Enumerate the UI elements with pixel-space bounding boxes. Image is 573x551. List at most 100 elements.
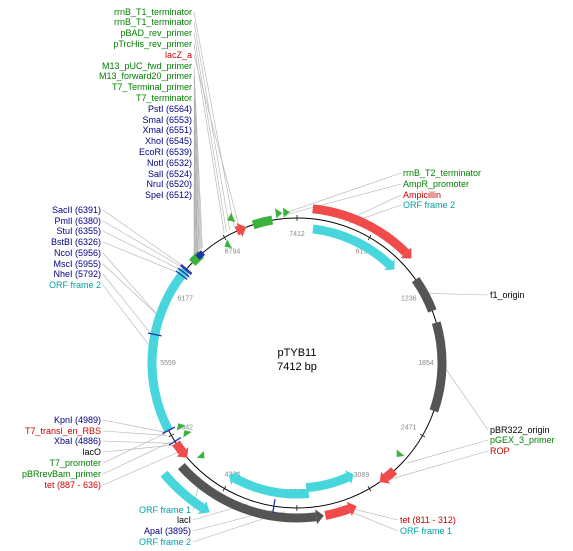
leader-line	[102, 263, 157, 315]
orf-frame-1-outer-arrowhead	[198, 501, 210, 514]
feature-label: SpeI (6512)	[145, 190, 192, 200]
f1-origin-arc	[411, 277, 437, 313]
feature-label: BstBI (6326)	[51, 237, 101, 247]
leader-line	[428, 293, 489, 296]
leader-line	[193, 54, 240, 226]
feature-label: NcoI (5956)	[54, 248, 101, 258]
leader-line	[193, 86, 201, 250]
feature-label: ORF frame 1	[400, 526, 452, 536]
orf-frame-2-right-arrowhead	[384, 259, 395, 271]
feature-label: MscI (5955)	[53, 259, 101, 269]
leader-line	[193, 151, 197, 253]
feature-label: XbaI (4886)	[54, 436, 101, 446]
leader-line	[102, 273, 152, 334]
orf-frame-2-right-arc	[312, 224, 393, 268]
tet-811-312-arrowhead	[346, 501, 357, 516]
tick-label: 6177	[178, 295, 194, 302]
feature-label: PmlI (6380)	[54, 216, 101, 226]
feature-label: NheI (5792)	[53, 269, 101, 279]
ampicillin-arrowhead	[400, 247, 412, 259]
tick-label: 7412	[289, 231, 305, 238]
feature-labels: rrnB_T1_terminatorrrnB_T1_terminatorpBAD…	[22, 7, 555, 547]
rop-region-arc	[429, 321, 447, 413]
tick-label: 5559	[160, 360, 176, 367]
leader-line	[102, 241, 179, 274]
tick-mark	[367, 234, 372, 241]
mcs-box-arc	[195, 250, 205, 260]
rrnb-t2-arrow	[274, 208, 283, 219]
leader-line	[407, 439, 489, 464]
feature-label: T7_Terminal_primer	[112, 82, 192, 92]
feature-label: NotI (6532)	[147, 158, 192, 168]
tick-mark	[419, 433, 426, 438]
feature-label: PstI (6564)	[148, 104, 192, 114]
feature-label: SacII (6391)	[52, 205, 101, 215]
stui-site	[177, 267, 190, 278]
tet-811-312-arc	[324, 504, 351, 520]
bstbi-site	[175, 270, 188, 280]
feature-label: pTrcHis_rev_primer	[113, 39, 192, 49]
orf-frame-1-inner-arc	[232, 474, 310, 499]
leader-line	[279, 172, 402, 216]
feature-label: AmpR_promoter	[403, 179, 469, 189]
leader-line	[102, 284, 150, 346]
t7-promoter-arrow	[176, 423, 186, 431]
feature-label: XmaI (6551)	[142, 125, 192, 135]
ampicillin-arc	[312, 204, 410, 256]
feature-label: T7_transl_en_RBS	[25, 426, 101, 436]
leader-line	[286, 183, 402, 215]
feature-label: pBRrevBam_primer	[22, 469, 101, 479]
leader-line	[193, 75, 202, 249]
feature-label: rrnB_T2_terminator	[403, 168, 481, 178]
tet-887-636-arrowhead	[176, 447, 189, 458]
rop-arrowhead	[379, 471, 391, 484]
leader-line	[193, 11, 235, 228]
plasmid-size: 7412 bp	[277, 361, 317, 373]
feature-label: ApaI (3895)	[144, 526, 191, 536]
pgex3-primer-arrow	[396, 449, 405, 457]
leader-line	[102, 230, 181, 271]
feature-label: pGEX_3_primer	[490, 435, 555, 445]
tick-label: 619	[356, 248, 368, 255]
leader-line	[193, 32, 227, 232]
leader-line	[102, 440, 172, 444]
leader-line	[102, 452, 178, 486]
tick-label: 2471	[401, 425, 417, 432]
restriction-sites	[147, 263, 276, 514]
lacz-a-arc	[234, 225, 242, 236]
pmli-site	[179, 265, 192, 276]
feature-label: f1_origin	[490, 290, 525, 300]
rrnb-t1-arrow	[227, 212, 236, 222]
tick-label: 1236	[401, 296, 417, 303]
leader-line	[193, 43, 225, 234]
leader-line	[193, 97, 200, 251]
tick-label: 3089	[354, 472, 370, 479]
lacz-a-arrowhead	[236, 223, 247, 237]
leader-line	[193, 21, 231, 231]
laci-arc	[177, 463, 317, 523]
tick-mark	[222, 234, 227, 241]
leader-line	[102, 220, 183, 268]
leader-line	[102, 209, 184, 267]
feature-arcs	[147, 204, 447, 525]
feature-label: ORF frame 2	[139, 537, 191, 547]
feature-label: SmaI (6553)	[142, 115, 192, 125]
plasmid-title: pTYB11	[278, 347, 317, 359]
feature-label: ORF frame 2	[403, 200, 455, 210]
feature-label: T7_promoter	[49, 458, 101, 468]
feature-label: T7_terminator	[136, 93, 192, 103]
rop-arc	[382, 467, 398, 482]
orf-frame-1-inner-arrowhead	[228, 471, 239, 485]
tick-mark	[222, 485, 227, 492]
feature-label: lacZ_a	[165, 50, 192, 60]
feature-label: M13_pUC_fwd_primer	[102, 61, 192, 71]
tick-mark	[367, 485, 372, 492]
feature-label: lacO	[82, 447, 101, 457]
feature-label: ORF frame 2	[49, 280, 101, 290]
leader-line	[102, 252, 157, 314]
orf-frame-1-bottom-right-arc	[305, 473, 350, 493]
kpni-site	[162, 426, 176, 435]
leader-line	[193, 129, 198, 252]
feature-label: EcoRI (6539)	[139, 147, 192, 157]
feature-label: tet (887 - 636)	[44, 480, 101, 490]
